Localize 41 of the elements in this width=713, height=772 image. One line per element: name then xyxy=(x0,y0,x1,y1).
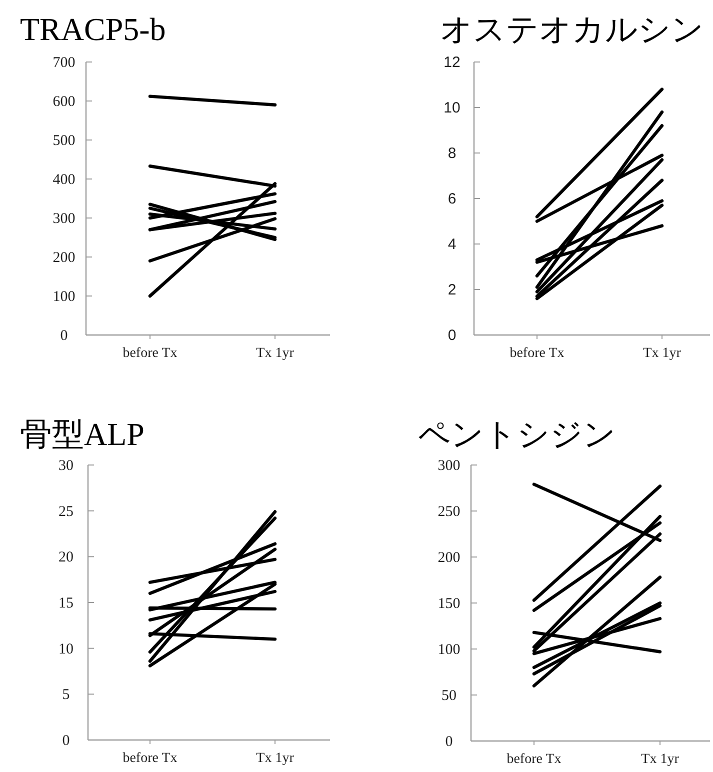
y-tick-label: 10 xyxy=(58,641,74,658)
y-tick-label: 2 xyxy=(448,282,456,298)
y-tick-label: 500 xyxy=(52,133,76,149)
x-tick-label: before Tx xyxy=(506,752,562,767)
y-tick-label: 8 xyxy=(448,145,456,162)
x-tick-label: Tx 1yr xyxy=(641,752,680,767)
y-tick-label: 100 xyxy=(438,642,460,658)
y-tick-label: 300 xyxy=(52,211,76,227)
y-tick-label: 250 xyxy=(438,504,460,520)
y-tick-label: 200 xyxy=(52,250,76,266)
x-tick-label: before Tx xyxy=(510,346,564,361)
chart-title: TRACP5-b xyxy=(20,11,166,47)
y-tick-label: 300 xyxy=(438,458,460,474)
x-tick-label: Tx 1yr xyxy=(256,346,294,361)
y-tick-label: 400 xyxy=(52,172,76,188)
y-tick-label: 50 xyxy=(442,688,456,704)
y-tick-label: 150 xyxy=(438,596,460,612)
y-tick-label: 200 xyxy=(438,550,460,566)
x-tick-label: Tx 1yr xyxy=(643,346,682,361)
y-tick-label: 12 xyxy=(444,54,460,71)
y-tick-label: 600 xyxy=(52,94,76,110)
y-tick-label: 0 xyxy=(60,328,68,344)
y-tick-label: 25 xyxy=(58,504,74,520)
y-tick-label: 100 xyxy=(52,289,76,305)
y-tick-label: 0 xyxy=(448,327,456,344)
y-tick-label: 15 xyxy=(58,596,74,612)
chart-title: ペントシジン xyxy=(418,416,616,452)
chart-title: 骨型ALP xyxy=(20,416,144,452)
y-tick-label: 6 xyxy=(448,190,456,208)
x-tick-label: before Tx xyxy=(122,751,178,766)
x-tick-label: before Tx xyxy=(122,346,178,361)
y-tick-label: 10 xyxy=(444,100,460,116)
chart-title: オステオカルシン xyxy=(440,11,704,47)
y-tick-label: 0 xyxy=(445,734,453,750)
y-tick-label: 700 xyxy=(52,55,76,71)
x-tick-label: Tx 1yr xyxy=(256,751,294,766)
y-tick-label: 0 xyxy=(62,733,70,749)
y-tick-label: 30 xyxy=(58,458,74,474)
y-tick-label: 4 xyxy=(448,236,456,253)
y-tick-label: 20 xyxy=(58,550,74,566)
y-tick-label: 5 xyxy=(62,687,70,704)
